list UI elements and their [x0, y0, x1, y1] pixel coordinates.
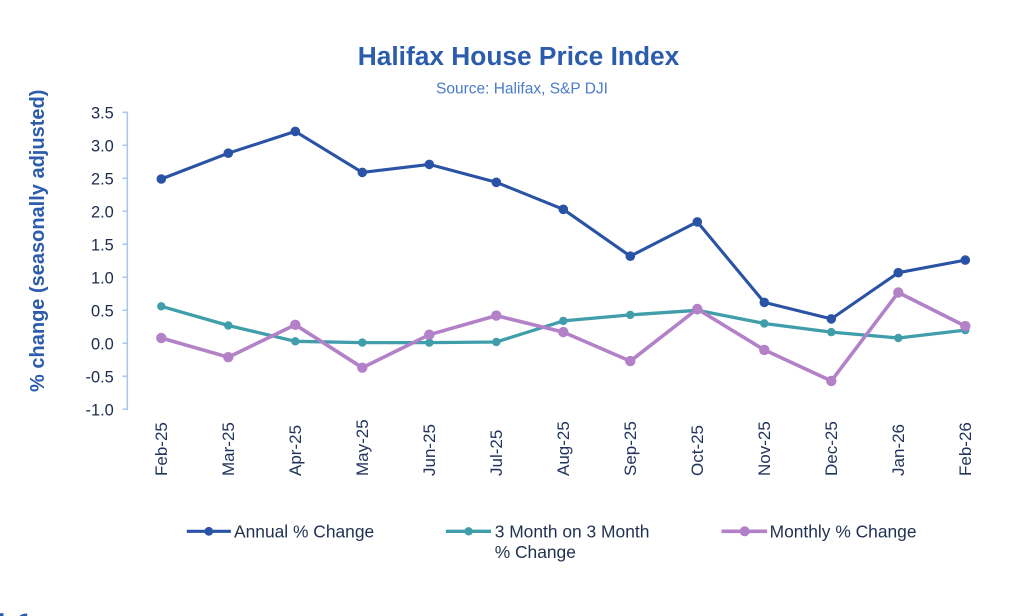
svg-text:1.5: 1.5 — [91, 237, 114, 255]
svg-text:Annual % Change: Annual % Change — [234, 522, 374, 542]
svg-text:Sep-25: Sep-25 — [621, 421, 640, 476]
svg-text:Feb-26: Feb-26 — [956, 422, 975, 476]
svg-text:-0.5: -0.5 — [86, 369, 114, 387]
svg-text:Source: Halifax, S&P DJI: Source: Halifax, S&P DJI — [436, 81, 608, 98]
svg-text:Oct-25: Oct-25 — [688, 425, 707, 476]
svg-text:Nov-25: Nov-25 — [755, 421, 774, 476]
svg-text:Jun-25: Jun-25 — [420, 424, 439, 476]
svg-text:Monthly % Change: Monthly % Change — [770, 522, 917, 542]
svg-text:May-25: May-25 — [353, 419, 372, 476]
svg-text:Jan-26: Jan-26 — [889, 424, 908, 476]
svg-text:Dec-25: Dec-25 — [822, 421, 841, 476]
svg-text:2.0: 2.0 — [91, 204, 114, 222]
svg-text:2.5: 2.5 — [91, 171, 114, 189]
svg-text:0.5: 0.5 — [91, 303, 114, 321]
svg-text:0.0: 0.0 — [91, 336, 114, 354]
svg-text:Jul-25: Jul-25 — [487, 430, 506, 476]
svg-text:Apr-25: Apr-25 — [286, 425, 305, 476]
svg-text:Mar-25: Mar-25 — [219, 422, 238, 476]
svg-text:-1.0: -1.0 — [86, 402, 114, 420]
svg-text:1.0: 1.0 — [91, 270, 114, 288]
svg-text:3.5: 3.5 — [91, 105, 114, 123]
svg-text:3 Month on 3 Month: 3 Month on 3 Month — [495, 522, 650, 542]
svg-text:% change (seasonally adjusted): % change (seasonally adjusted) — [27, 90, 49, 392]
svg-text:% Change: % Change — [495, 542, 576, 562]
svg-text:Halifax House Price Index: Halifax House Price Index — [358, 41, 680, 71]
svg-text:Feb-25: Feb-25 — [152, 422, 171, 476]
svg-text:3.0: 3.0 — [91, 138, 114, 156]
svg-text:Aug-25: Aug-25 — [554, 421, 573, 476]
